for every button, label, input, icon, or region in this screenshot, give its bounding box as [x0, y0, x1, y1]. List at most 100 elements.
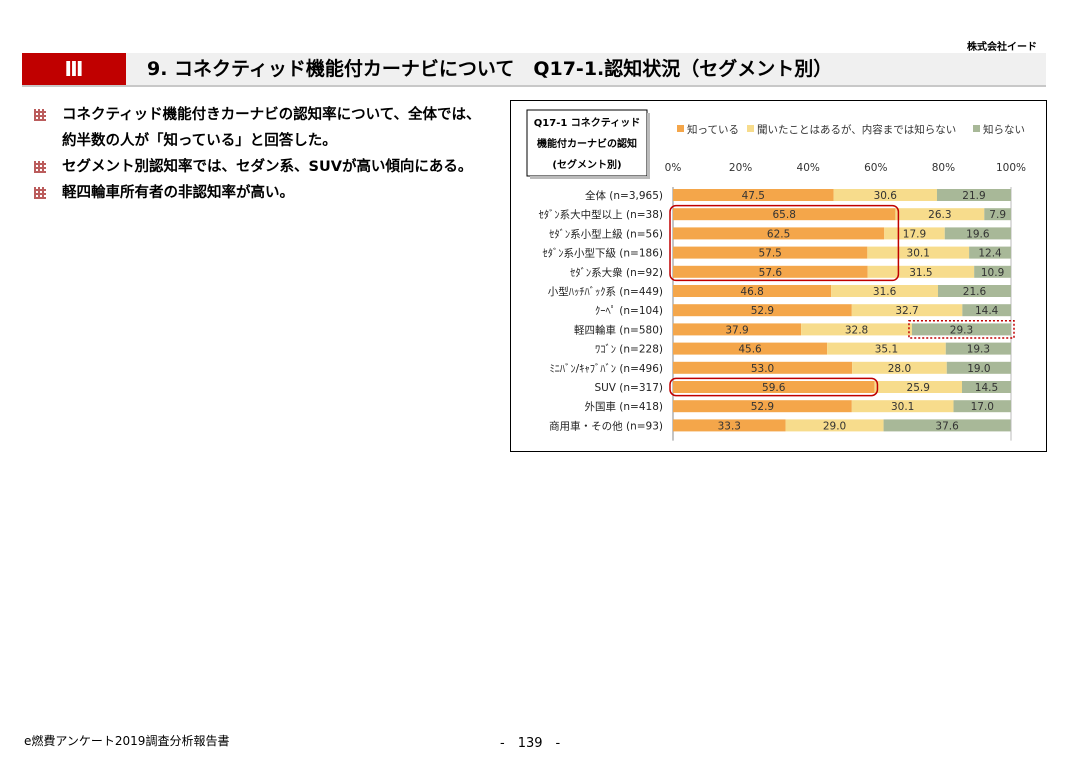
data-label: 32.7 — [895, 305, 918, 317]
bar-segment — [961, 381, 1011, 393]
category-label: ｾﾀﾞﾝ系大衆 (n=92) — [570, 266, 663, 279]
highlight-box — [908, 320, 1015, 339]
bar-segment — [945, 342, 1011, 355]
data-label: 21.9 — [962, 190, 985, 202]
bar-segment — [673, 246, 868, 259]
data-label: 59.6 — [762, 382, 786, 394]
data-label: 62.5 — [767, 228, 790, 240]
category-label: 小型ﾊｯﾁﾊﾞｯｸ系 (n=449) — [548, 285, 663, 298]
bar-segment — [851, 400, 954, 413]
x-tick-label: 60% — [864, 162, 887, 174]
chart-title-box-shadow — [530, 176, 650, 179]
page-title: 9. コネクティッド機能付カーナビについて Q17-1.認知状況（セグメント別） — [147, 58, 833, 80]
bar-segment — [883, 419, 1011, 432]
bar-segment — [673, 361, 853, 374]
data-label: 29.0 — [823, 420, 846, 432]
data-label: 37.9 — [725, 324, 748, 336]
bar-segment — [874, 381, 962, 393]
data-label: 7.9 — [989, 209, 1006, 221]
data-label: 47.5 — [742, 190, 765, 202]
bullet-text: セグメント別認知率では、セダン系、SUVが高い傾向にある。 — [62, 159, 473, 175]
chart-title-line: (セグメント別) — [552, 158, 621, 171]
x-tick-label: 80% — [932, 162, 955, 174]
data-label: 46.8 — [740, 286, 763, 298]
category-label: ｾﾀﾞﾝ系大中型以上 (n=38) — [539, 208, 663, 221]
bullet-grid-icon — [34, 109, 46, 121]
data-label: 17.0 — [971, 401, 994, 413]
category-label: ﾜｺﾞﾝ (n=228) — [595, 344, 663, 356]
bar-segment — [884, 227, 945, 240]
page-number: - 139 - — [500, 736, 561, 751]
bar-segment — [953, 400, 1011, 413]
chart-title-line: Q17-1 コネクティッド — [534, 117, 640, 129]
data-label: 35.1 — [875, 344, 898, 356]
bar-segment — [911, 323, 1011, 336]
legend-label: 知っている — [687, 123, 739, 136]
bar-segment — [833, 189, 937, 201]
highlight-box — [669, 204, 900, 282]
bar-segment — [937, 285, 1011, 297]
data-label: 57.6 — [759, 267, 783, 279]
bar-segment — [895, 208, 985, 221]
legend-swatch — [677, 125, 684, 132]
bar-segment — [673, 265, 868, 278]
bullet-text: コネクティッド機能付きカーナビの認知率について、全体では、約半数の人が「知ってい… — [62, 107, 481, 149]
data-label: 65.8 — [773, 209, 796, 221]
bullet-item: 軽四輪車所有者の非認知率が高い。 — [34, 180, 494, 206]
data-label: 37.6 — [935, 420, 959, 432]
highlight-box — [669, 377, 879, 397]
bar-segment — [936, 189, 1011, 201]
chart-title-box — [526, 109, 648, 177]
bar-segment — [673, 285, 832, 297]
data-label: 31.5 — [909, 267, 932, 279]
data-label: 53.0 — [751, 363, 774, 375]
bar-segment — [673, 304, 852, 317]
data-label: 30.6 — [874, 190, 898, 202]
bullet-list: コネクティッド機能付きカーナビの認知率について、全体では、約半数の人が「知ってい… — [34, 102, 494, 206]
data-label: 12.4 — [978, 248, 1002, 260]
data-label: 33.3 — [718, 420, 741, 432]
bar-segment — [867, 246, 970, 259]
bar-segment — [673, 189, 834, 201]
bar-segment — [673, 400, 852, 413]
data-label: 30.1 — [907, 248, 930, 260]
data-label: 29.3 — [950, 324, 973, 336]
category-label: 商用車・その他 (n=93) — [549, 419, 663, 432]
company-name: 株式会社イード — [967, 42, 1037, 53]
bullet-item: セグメント別認知率では、セダン系、SUVが高い傾向にある。 — [34, 154, 494, 180]
data-label: 19.3 — [967, 344, 990, 356]
bar-segment — [969, 246, 1011, 259]
bar-segment — [673, 323, 802, 336]
legend-label: 知らない — [983, 123, 1025, 136]
bar-segment — [851, 304, 963, 317]
data-label: 26.3 — [928, 209, 951, 221]
chart-frame: Q17-1 コネクティッド 機能付カーナビの認知 (セグメント別) 知っている 聞いたこ… — [510, 100, 1047, 452]
data-label: 10.9 — [981, 267, 1004, 279]
bar-segment — [673, 381, 875, 393]
bar-segment — [867, 265, 975, 278]
bar-segment — [673, 227, 885, 240]
bar-segment — [673, 208, 896, 221]
data-label: 14.5 — [975, 382, 998, 394]
category-label: SUV (n=317) — [594, 382, 663, 394]
bullet-grid-icon — [34, 187, 46, 199]
bullet-item: コネクティッド機能付きカーナビの認知率について、全体では、約半数の人が「知ってい… — [34, 102, 494, 154]
section-number: Ⅲ — [22, 53, 126, 85]
data-label: 17.9 — [903, 228, 926, 240]
data-label: 25.9 — [907, 382, 930, 394]
x-tick-label: 100% — [996, 162, 1026, 174]
data-label: 21.6 — [963, 286, 987, 298]
bar-segment — [974, 265, 1011, 278]
data-label: 28.0 — [888, 363, 911, 375]
bar-segment — [801, 323, 912, 336]
bar-segment — [944, 227, 1011, 240]
footer-report-title: e燃費アンケート2019調査分析報告書 — [24, 734, 230, 748]
category-label: 全体 (n=3,965) — [585, 189, 663, 202]
bar-segment — [673, 342, 828, 355]
category-label: 外国車 (n=418) — [584, 400, 663, 413]
data-label: 45.6 — [738, 344, 762, 356]
bullet-text: 軽四輪車所有者の非認知率が高い。 — [62, 185, 294, 201]
bar-segment — [785, 419, 884, 432]
data-label: 32.8 — [845, 324, 868, 336]
